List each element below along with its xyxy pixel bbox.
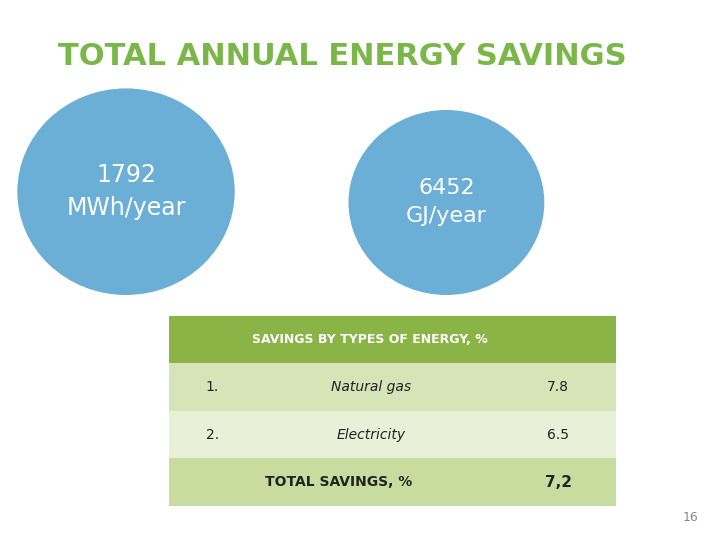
Text: 1792
MWh/year: 1792 MWh/year (66, 163, 186, 220)
Text: 16: 16 (683, 511, 698, 524)
FancyBboxPatch shape (169, 458, 616, 506)
Text: 6.5: 6.5 (547, 428, 569, 442)
Text: 2.: 2. (206, 428, 219, 442)
FancyBboxPatch shape (169, 411, 616, 458)
Text: 7,2: 7,2 (544, 475, 572, 490)
Text: TOTAL SAVINGS, %: TOTAL SAVINGS, % (265, 475, 413, 489)
Text: 1.: 1. (206, 380, 219, 394)
Text: 7.8: 7.8 (547, 380, 569, 394)
Text: Electricity: Electricity (336, 428, 405, 442)
Ellipse shape (18, 89, 234, 294)
Text: TOTAL ANNUAL ENERGY SAVINGS: TOTAL ANNUAL ENERGY SAVINGS (58, 42, 626, 71)
Text: SAVINGS BY TYPES OF ENERGY, %: SAVINGS BY TYPES OF ENERGY, % (252, 333, 488, 346)
FancyBboxPatch shape (169, 316, 616, 363)
Ellipse shape (349, 111, 544, 294)
Text: Natural gas: Natural gas (330, 380, 411, 394)
FancyBboxPatch shape (169, 363, 616, 411)
Text: 6452
GJ/year: 6452 GJ/year (406, 179, 487, 226)
